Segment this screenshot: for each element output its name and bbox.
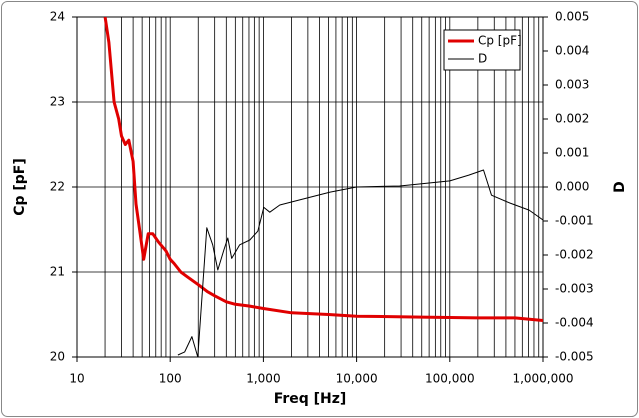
x-tick-label: 1,000 [246, 372, 280, 386]
x-tick-label: 100,000 [425, 372, 475, 386]
x-tick-label: 10,000 [336, 372, 378, 386]
y-axis-title: Cp [pF] [12, 158, 28, 216]
x-tick-label: 100 [159, 372, 182, 386]
y2-tick-label: 0.002 [555, 112, 589, 126]
x-tick-label: 1,000,000 [512, 372, 573, 386]
y2-tick-label: -0.001 [555, 214, 594, 228]
x-axis-title: Freq [Hz] [274, 391, 347, 407]
y2-tick-label: -0.005 [555, 350, 594, 364]
y-tick-label: 22 [50, 180, 65, 194]
y-tick-label: 24 [50, 10, 65, 24]
y2-tick-label: -0.002 [555, 248, 594, 262]
y-tick-label: 21 [50, 265, 65, 279]
x-tick-label: 10 [69, 372, 84, 386]
y2-tick-label: 0.000 [555, 180, 589, 194]
y2-tick-label: -0.003 [555, 282, 594, 296]
y2-axis-title: D [612, 181, 628, 193]
y2-tick-label: 0.001 [555, 146, 589, 160]
plot-area [76, 16, 544, 358]
y-tick-label: 20 [50, 350, 65, 364]
y2-tick-label: 0.004 [555, 44, 589, 58]
y2-tick-label: 0.003 [555, 78, 589, 92]
legend-label: D [478, 52, 487, 66]
legend-label: Cp [pF] [478, 34, 522, 48]
series-line [103, 17, 543, 322]
series-line [177, 169, 543, 357]
legend-box [443, 29, 521, 71]
y2-tick-label: -0.004 [555, 316, 594, 330]
y-tick-label: 23 [50, 95, 65, 109]
y2-tick-label: 0.005 [555, 10, 589, 24]
